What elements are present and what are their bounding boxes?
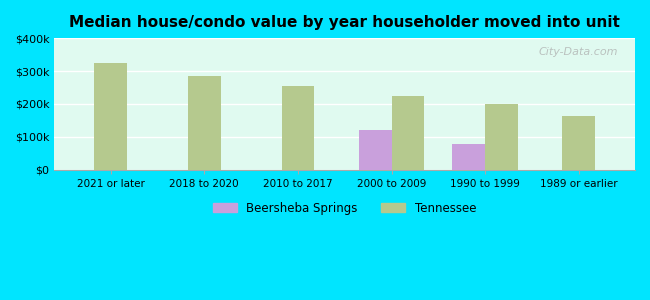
Bar — [391, 96, 424, 170]
Bar — [94, 63, 127, 170]
Bar — [562, 116, 595, 170]
Bar — [452, 143, 485, 170]
Bar — [485, 104, 518, 170]
Legend: Beersheba Springs, Tennessee: Beersheba Springs, Tennessee — [209, 197, 481, 219]
Text: City-Data.com: City-Data.com — [538, 47, 617, 57]
Bar — [359, 130, 391, 170]
Bar — [281, 86, 315, 170]
Bar — [188, 76, 221, 170]
Title: Median house/condo value by year householder moved into unit: Median house/condo value by year househo… — [70, 15, 620, 30]
